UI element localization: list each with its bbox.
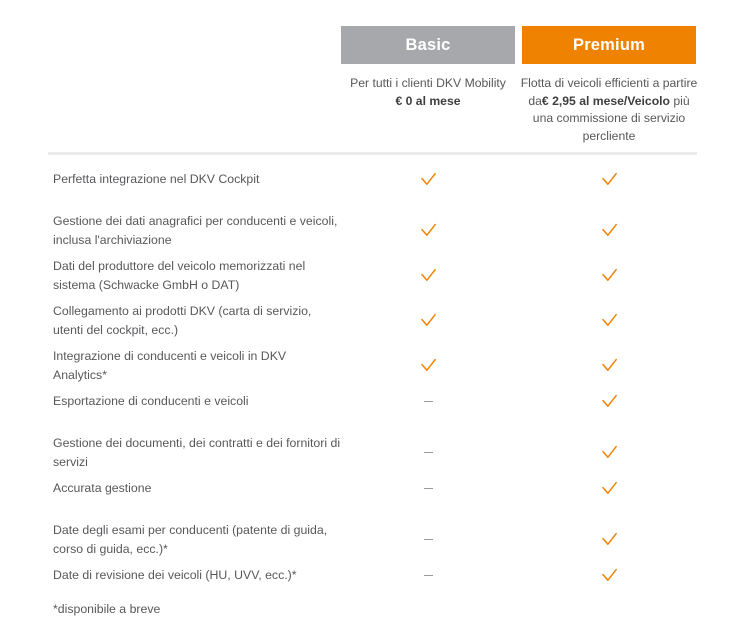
- feature-label: Date di revisione dei veicoli (HU, UVV, …: [53, 568, 297, 582]
- check-icon: [419, 266, 438, 285]
- feature-label: Collegamento ai prodotti DKV (carta di s…: [53, 304, 312, 337]
- check-icon: [600, 566, 619, 585]
- feature-availability-premium: [522, 204, 696, 240]
- header-divider: [48, 152, 697, 155]
- check-icon: [419, 221, 438, 240]
- dash-icon: [419, 530, 438, 549]
- feature-row: Integrazione di conducenti e veicoli in …: [0, 339, 750, 384]
- feature-availability-premium: [522, 162, 696, 189]
- dash-icon: [419, 392, 438, 411]
- feature-label: Perfetta integrazione nel DKV Cockpit: [53, 172, 260, 186]
- feature-availability-premium: [522, 294, 696, 330]
- feature-label: Integrazione di conducenti e veicoli in …: [53, 349, 287, 382]
- feature-availability-basic: [341, 426, 515, 462]
- feature-label: Gestione dei dati anagrafici per conduce…: [53, 214, 338, 247]
- check-icon: [600, 221, 619, 240]
- feature-availability-premium: [522, 384, 696, 411]
- check-icon: [419, 170, 438, 189]
- feature-availability-premium: [522, 426, 696, 462]
- feature-availability-basic: [341, 249, 515, 285]
- plans-header: Basic Per tutti i clienti DKV Mobility €…: [341, 26, 697, 145]
- check-icon: [600, 392, 619, 411]
- check-icon: [419, 356, 438, 375]
- feature-availability-premium: [522, 513, 696, 549]
- plan-badge-premium: Premium: [522, 26, 696, 64]
- feature-label: Accurata gestione: [53, 481, 152, 495]
- feature-label: Esportazione di conducenti e veicoli: [53, 394, 249, 408]
- dash-icon: [419, 443, 438, 462]
- footnote: *disponibile a breve: [53, 602, 161, 616]
- dash-icon: [419, 566, 438, 585]
- feature-row: Date di revisione dei veicoli (HU, UVV, …: [0, 558, 750, 600]
- plan-price-premium: € 2,95 al mese/Veicolo: [541, 93, 670, 108]
- plan-description-premium-text: Flotta di veicoli efficienti a partire d…: [520, 76, 698, 108]
- dash-icon: [419, 479, 438, 498]
- check-icon: [600, 443, 619, 462]
- check-icon: [600, 479, 619, 498]
- feature-availability-basic: [341, 513, 515, 549]
- check-icon: [600, 356, 619, 375]
- plan-column-basic: Basic Per tutti i clienti DKV Mobility €…: [341, 26, 515, 145]
- feature-label: Dati del produttore del veicolo memorizz…: [53, 259, 306, 292]
- feature-row: Gestione dei documenti, dei contratti e …: [0, 426, 750, 471]
- plan-description-basic-text: Per tutti i clienti DKV Mobility: [350, 76, 506, 90]
- check-icon: [419, 311, 438, 330]
- feature-row: Accurata gestione: [0, 471, 750, 513]
- feature-availability-basic: [341, 558, 515, 585]
- feature-availability-basic: [341, 204, 515, 240]
- feature-row: Collegamento ai prodotti DKV (carta di s…: [0, 294, 750, 339]
- feature-label: Date degli esami per conducenti (patente…: [53, 523, 328, 556]
- check-icon: [600, 311, 619, 330]
- check-icon: [600, 266, 619, 285]
- feature-availability-basic: [341, 294, 515, 330]
- check-icon: [600, 170, 619, 189]
- plan-description-basic: Per tutti i clienti DKV Mobility € 0 al …: [339, 75, 517, 110]
- feature-row: Gestione dei dati anagrafici per conduce…: [0, 204, 750, 249]
- plan-price-basic: € 0 al mese: [395, 93, 461, 108]
- feature-availability-basic: [341, 384, 515, 411]
- feature-availability-premium: [522, 558, 696, 585]
- feature-list: Perfetta integrazione nel DKV Cockpit Ges…: [0, 162, 750, 600]
- feature-availability-basic: [341, 471, 515, 498]
- feature-row: Dati del produttore del veicolo memorizz…: [0, 249, 750, 294]
- check-icon: [600, 530, 619, 549]
- feature-label: Gestione dei documenti, dei contratti e …: [53, 436, 341, 469]
- feature-row: Date degli esami per conducenti (patente…: [0, 513, 750, 558]
- plan-column-premium: Premium Flotta di veicoli efficienti a p…: [520, 26, 698, 145]
- feature-availability-basic: [341, 162, 515, 189]
- feature-row: Perfetta integrazione nel DKV Cockpit: [0, 162, 750, 204]
- plan-description-premium-tail: più una commissione di servizio perclien…: [532, 93, 690, 143]
- feature-availability-basic: [341, 339, 515, 375]
- feature-row: Esportazione di conducenti e veicoli: [0, 384, 750, 426]
- plan-description-premium: Flotta di veicoli efficienti a partire d…: [520, 75, 698, 145]
- feature-availability-premium: [522, 339, 696, 375]
- plan-badge-basic: Basic: [341, 26, 515, 64]
- feature-availability-premium: [522, 471, 696, 498]
- feature-availability-premium: [522, 249, 696, 285]
